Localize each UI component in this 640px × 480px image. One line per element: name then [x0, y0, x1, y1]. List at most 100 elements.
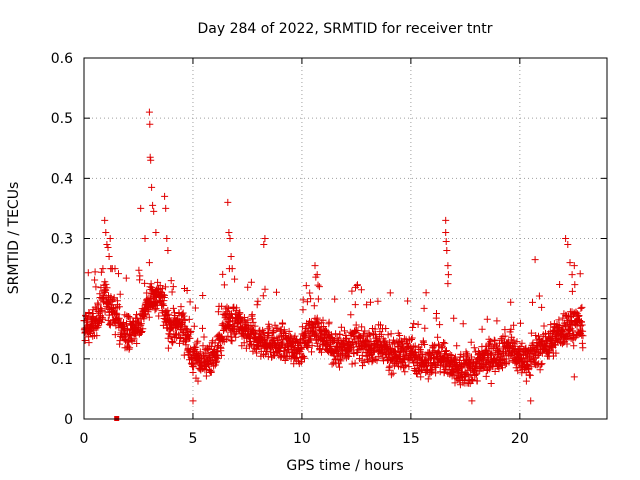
- data-point: [247, 337, 254, 345]
- data-point: [251, 322, 259, 330]
- data-point: [527, 363, 535, 371]
- data-point: [464, 351, 472, 359]
- data-point: [446, 351, 454, 359]
- data-point: [187, 328, 195, 335]
- data-point: [167, 277, 175, 285]
- data-point: [143, 289, 151, 297]
- y-tick-label: 0.4: [51, 171, 73, 187]
- data-point: [105, 253, 113, 260]
- data-point: [337, 323, 345, 331]
- data-point: [526, 371, 534, 379]
- data-point: [260, 328, 268, 336]
- data-point: [146, 120, 154, 128]
- data-point: [396, 332, 404, 339]
- data-point: [141, 279, 149, 287]
- data-point: [149, 201, 157, 209]
- data-point: [231, 275, 239, 283]
- data-point: [507, 325, 515, 333]
- data-point: [436, 321, 444, 329]
- data-point: [297, 345, 305, 353]
- data-point: [214, 308, 222, 316]
- data-point: [438, 344, 446, 352]
- data-point: [233, 304, 241, 312]
- data-point: [351, 359, 359, 367]
- data-point: [106, 235, 114, 242]
- data-point: [371, 356, 379, 363]
- data-point: [535, 292, 543, 300]
- data-point: [226, 321, 234, 328]
- data-point: [497, 336, 505, 344]
- data-point: [89, 332, 97, 340]
- data-point: [482, 372, 490, 380]
- data-point: [214, 348, 222, 356]
- data-point: [318, 348, 325, 356]
- data-point: [499, 364, 506, 372]
- data-point: [186, 329, 194, 337]
- data-point: [354, 281, 361, 289]
- data-point: [361, 327, 369, 335]
- data-point: [313, 339, 321, 347]
- data-point: [199, 342, 207, 350]
- data-point: [299, 296, 307, 304]
- data-point: [207, 368, 215, 376]
- data-point: [404, 297, 412, 305]
- data-point: [389, 369, 397, 377]
- data-point: [240, 339, 248, 347]
- data-point: [325, 318, 333, 326]
- data-point: [402, 361, 409, 369]
- data-point: [253, 301, 261, 309]
- data-point: [152, 229, 160, 236]
- data-point: [99, 265, 107, 273]
- data-point: [536, 366, 544, 374]
- data-point: [218, 302, 226, 310]
- data-point: [310, 302, 318, 310]
- data-point: [320, 323, 328, 330]
- data-point: [307, 295, 315, 303]
- data-point: [382, 325, 390, 332]
- data-point: [319, 316, 327, 324]
- data-point: [444, 271, 452, 279]
- data-point: [227, 253, 235, 260]
- data-point: [568, 271, 576, 279]
- data-point: [91, 268, 99, 276]
- data-point: [235, 310, 243, 318]
- data-point: [442, 238, 450, 245]
- data-point: [410, 320, 418, 328]
- data-point: [434, 333, 442, 341]
- data-point: [311, 262, 319, 270]
- data-point: [141, 235, 149, 242]
- data-point: [570, 262, 578, 270]
- data-point: [254, 297, 262, 305]
- data-point: [336, 363, 343, 371]
- data-point: [177, 334, 185, 341]
- data-point: [421, 324, 429, 332]
- data-point: [345, 353, 353, 360]
- data-point: [517, 319, 524, 327]
- data-point: [217, 344, 225, 352]
- data-point: [232, 333, 240, 341]
- data-point: [126, 331, 134, 339]
- data-point: [190, 322, 198, 330]
- data-point: [507, 298, 515, 306]
- data-point: [409, 324, 417, 331]
- data-point: [97, 268, 105, 276]
- data-point: [189, 369, 197, 376]
- data-point: [440, 339, 447, 346]
- data-point: [422, 289, 430, 297]
- data-point: [81, 337, 89, 344]
- data-point: [202, 372, 210, 380]
- data-point: [113, 310, 121, 318]
- data-point: [111, 331, 119, 339]
- data-point: [169, 338, 177, 346]
- data-point: [420, 304, 428, 312]
- data-point: [182, 325, 190, 333]
- data-point: [103, 284, 111, 292]
- data-point: [468, 353, 475, 361]
- data-point: [176, 335, 184, 342]
- data-point: [501, 332, 509, 340]
- data-point: [102, 229, 110, 236]
- data-point: [458, 364, 466, 372]
- data-point: [99, 315, 107, 323]
- data-point: [241, 317, 249, 325]
- data-point: [307, 335, 315, 343]
